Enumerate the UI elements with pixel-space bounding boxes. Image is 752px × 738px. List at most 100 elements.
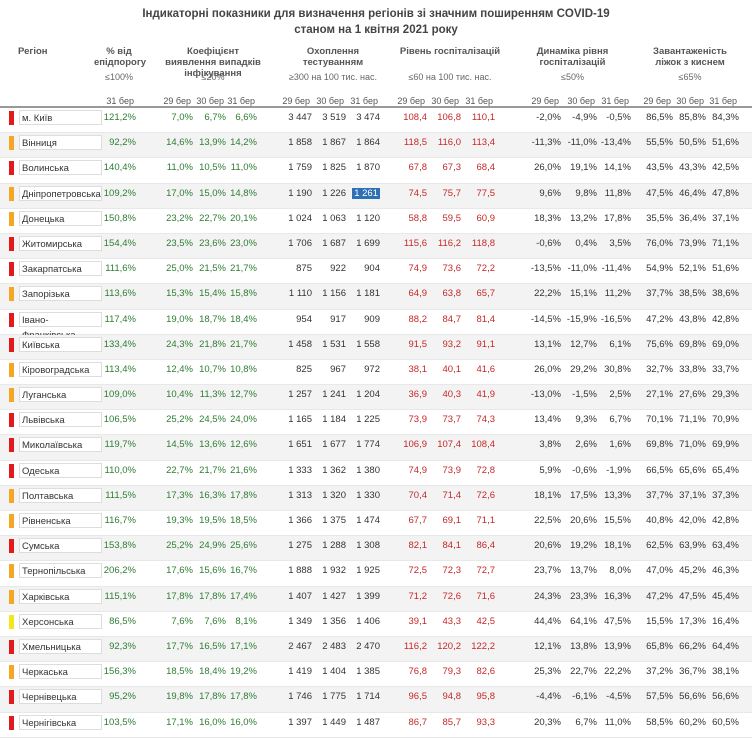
cell-dyn: 47,5%	[604, 615, 631, 627]
cell-koef: 22,7%	[166, 464, 193, 476]
cell-dyn: 20,3%	[534, 716, 561, 728]
cell-dyn: 1,6%	[609, 439, 631, 451]
cell-dyn: -4,4%	[536, 691, 561, 703]
table-row: Чернігівська 103,5% 17,1% 16,0% 16,0% 1 397 1 …	[0, 713, 752, 738]
cell-test: 1 531	[322, 338, 346, 350]
cell-koef: 19,3%	[166, 515, 193, 526]
cell-dyn: 6,7%	[609, 414, 631, 426]
cell-test: 1 380	[356, 464, 380, 476]
cell-hosp: 72,5	[408, 565, 428, 577]
regions-table: м. Київ 121,2% 7,0% 6,7% 6,6% 3 447 3 519 3 474…	[0, 106, 752, 738]
cell-test: 1 699	[356, 237, 380, 249]
cell-pct: 115,1%	[104, 590, 136, 602]
table-row: Дніпропетровська 109,2% 17,0% 15,0% 14,8% 1 1…	[0, 183, 752, 209]
cell-beds: 37,3%	[712, 489, 739, 501]
cell-hosp: 96,5	[408, 691, 428, 703]
cell-beds: 63,9%	[679, 540, 706, 552]
cell-test: 1 110	[288, 288, 312, 300]
cell-hosp: 113,4	[471, 137, 495, 149]
cell-beds: 75,6%	[646, 338, 673, 350]
cell-dyn: -1,9%	[606, 464, 631, 476]
cell-beds: 60,2%	[679, 716, 706, 728]
cell-dyn: 23,3%	[570, 590, 597, 602]
risk-level-marker	[9, 589, 14, 604]
cell-koef: 19,8%	[166, 691, 193, 703]
cell-dyn: 13,9%	[604, 640, 631, 652]
table-row: Київська 133,4% 24,3% 21,8% 21,7% 1 458 1 531 1…	[0, 334, 752, 360]
cell-dyn: 6,7%	[575, 716, 597, 728]
risk-level-marker	[9, 337, 14, 352]
region-name: Сумська	[19, 538, 102, 554]
risk-level-marker	[9, 539, 14, 554]
cell-hosp: 67,8	[408, 162, 428, 174]
cell-dyn: 18,1%	[604, 540, 631, 552]
cell-dyn: -14,5%	[530, 313, 561, 325]
risk-level-marker	[9, 514, 14, 528]
cell-hosp: 40,3	[442, 389, 462, 401]
cell-test: 1 651	[288, 439, 312, 451]
cell-hosp: 118,5	[403, 137, 427, 149]
cell-pct: 103,5%	[103, 716, 136, 728]
cell-beds: 42,5%	[712, 162, 739, 174]
cell-pct: 206,2%	[103, 565, 136, 577]
cell-hosp: 93,2	[442, 338, 462, 350]
cell-dyn: -11,3%	[531, 137, 561, 149]
cell-hosp: 41,6	[476, 363, 496, 375]
cell-hosp: 63,8	[442, 288, 462, 300]
cell-dyn: 11,0%	[604, 716, 631, 728]
cell-pct: 113,6%	[104, 288, 136, 300]
cell-test: 1 932	[322, 565, 346, 577]
cell-beds: 62,5%	[646, 540, 673, 552]
region-name: Кіровоградська	[19, 361, 102, 377]
table-row: Одеська 110,0% 22,7% 21,7% 21,6% 1 333 1 362 1 …	[0, 461, 752, 486]
cell-test: 1 330	[356, 489, 380, 501]
cell-koef: 18,4%	[230, 313, 257, 325]
cell-test: 1 397	[288, 716, 312, 728]
cell-pct: 156,3%	[103, 666, 136, 678]
cell-test: 1 288	[322, 540, 346, 552]
table-row: Миколаївська 119,7% 14,5% 13,6% 12,6% 1 651 1 …	[0, 435, 752, 461]
region-name: м. Київ	[19, 110, 102, 125]
cell-beds: 51,6%	[712, 263, 739, 275]
table-row: Херсонська 86,5% 7,6% 7,6% 8,1% 1 349 1 356 1 4…	[0, 612, 752, 637]
cell-dyn: 12,7%	[570, 338, 597, 350]
cell-test: 1 404	[322, 666, 346, 678]
cell-test: 1 241	[322, 389, 346, 401]
header-hosp-threshold: ≤60 на 100 тис. нас.	[408, 72, 492, 82]
cell-test: 1 687	[322, 237, 346, 249]
cell-dyn: -0,6%	[536, 237, 561, 249]
region-name: Івано-Франківська	[19, 311, 102, 341]
region-name: Вінниця	[19, 135, 102, 151]
cell-test: 2 470	[356, 640, 380, 652]
cell-koef: 25,2%	[166, 540, 193, 552]
cell-koef: 7,6%	[204, 615, 226, 627]
cell-test: 1 261	[352, 187, 380, 199]
region-name: Харківська	[19, 588, 102, 604]
cell-hosp: 91,1	[476, 338, 496, 350]
cell-hosp: 93,3	[476, 716, 496, 728]
cell-dyn: 9,6%	[539, 187, 561, 199]
cell-test: 1 714	[356, 691, 380, 703]
cell-test: 1 156	[322, 288, 346, 300]
cell-hosp: 116,0	[437, 137, 461, 149]
header-test-threshold: ≥300 на 100 тис. нас.	[288, 72, 378, 82]
cell-koef: 16,7%	[230, 565, 257, 577]
cell-beds: 37,7%	[646, 489, 673, 501]
cell-hosp: 94,8	[442, 691, 462, 703]
region-name: Луганська	[19, 387, 102, 403]
cell-koef: 17,1%	[166, 716, 193, 728]
cell-dyn: 5,9%	[539, 464, 561, 476]
cell-hosp: 74,9	[408, 464, 428, 476]
date-header-test: 31 бер	[350, 96, 378, 106]
cell-koef: 15,4%	[199, 288, 226, 300]
cell-dyn: 22,2%	[604, 666, 631, 678]
cell-koef: 25,2%	[166, 414, 193, 426]
cell-beds: 47,0%	[646, 565, 673, 577]
region-name: Донецька	[19, 210, 102, 226]
cell-beds: 71,1%	[712, 237, 739, 249]
cell-test: 1 120	[356, 212, 380, 224]
cell-pct: 86,5%	[109, 615, 136, 627]
risk-level-marker	[9, 211, 14, 226]
cell-hosp: 110,1	[471, 112, 495, 123]
cell-koef: 8,1%	[235, 615, 257, 627]
